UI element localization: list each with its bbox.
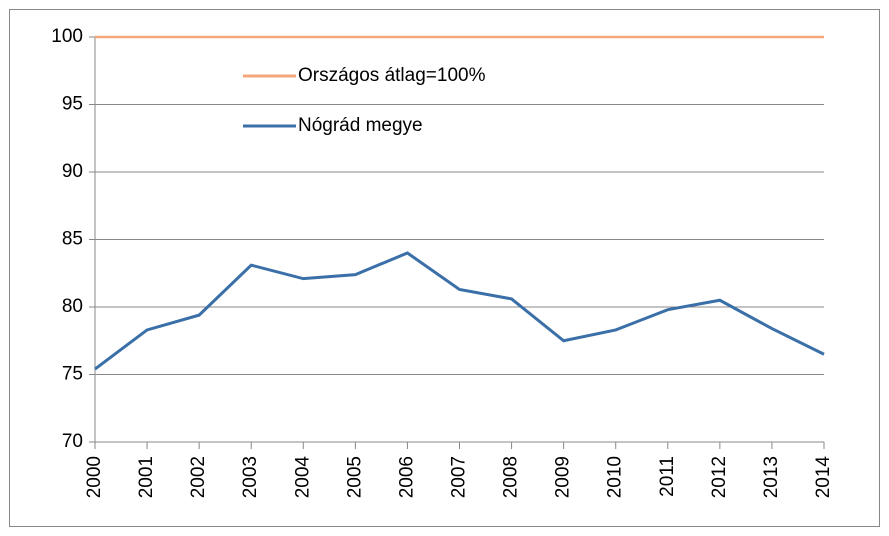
x-tick-label: 2011 bbox=[657, 456, 678, 497]
y-tick-label: 70 bbox=[62, 431, 83, 452]
x-tick-label: 2014 bbox=[813, 456, 834, 499]
y-tick-label: 75 bbox=[62, 364, 83, 385]
x-tick-label: 2001 bbox=[136, 456, 157, 498]
y-tick-label: 95 bbox=[62, 94, 83, 115]
series-line bbox=[94, 251, 825, 371]
x-tick-label: 2007 bbox=[449, 456, 470, 498]
x-tick-label: 2005 bbox=[344, 456, 365, 498]
chart-border bbox=[9, 9, 880, 527]
x-tick-label: 2002 bbox=[188, 456, 209, 498]
y-tick-label: 85 bbox=[62, 229, 83, 250]
legend-label: Országos átlag=100% bbox=[298, 65, 486, 86]
x-tick-label: 2000 bbox=[84, 456, 105, 498]
x-tick-label: 2012 bbox=[709, 456, 730, 498]
x-tick-label: 2004 bbox=[292, 456, 313, 499]
x-tick-label: 2013 bbox=[761, 456, 782, 498]
x-tick-label: 2003 bbox=[240, 456, 261, 498]
x-tick-label: 2008 bbox=[501, 456, 522, 498]
x-tick-label: 2010 bbox=[605, 456, 626, 498]
legend-label: Nógrád megye bbox=[298, 115, 423, 136]
x-tick-label: 2009 bbox=[553, 456, 574, 498]
x-tick-label: 2006 bbox=[396, 456, 417, 498]
y-tick-label: 90 bbox=[62, 161, 83, 182]
y-tick-label: 80 bbox=[62, 296, 83, 317]
y-tick-label: 100 bbox=[51, 26, 83, 47]
